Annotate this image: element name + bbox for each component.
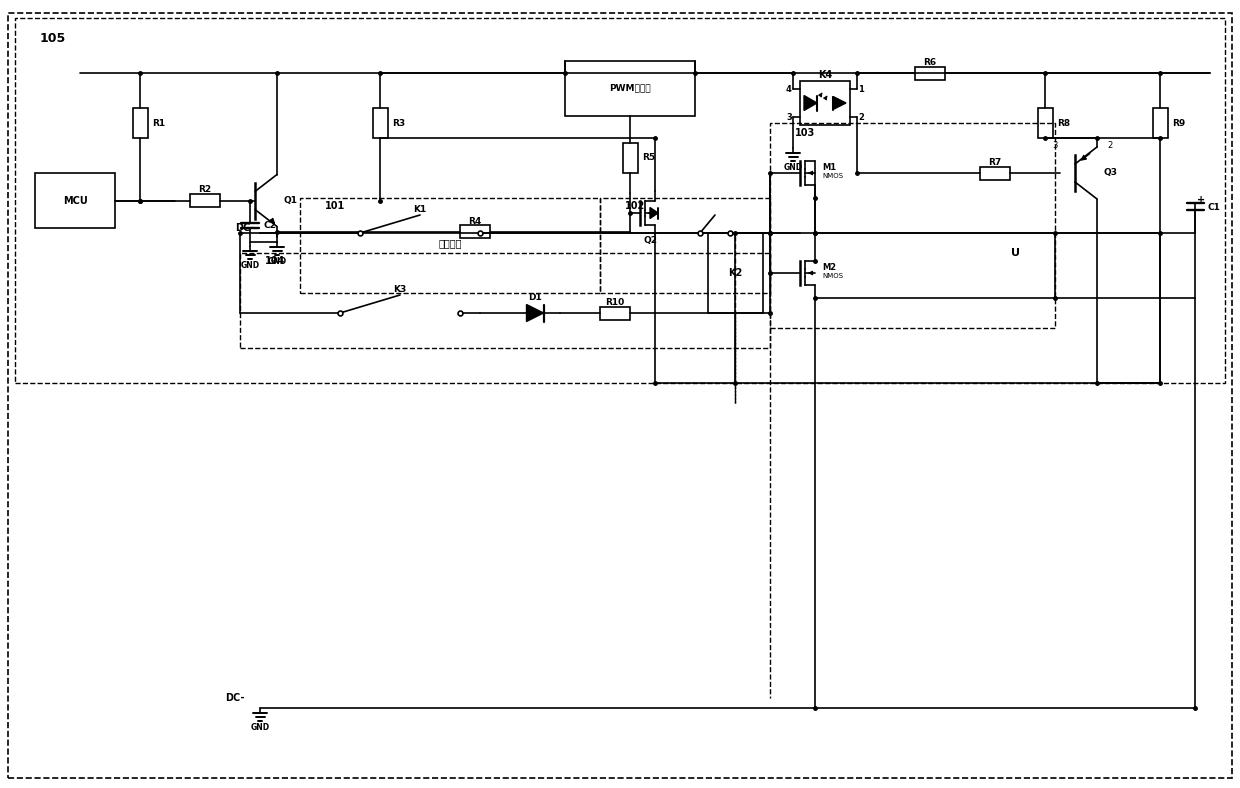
Bar: [622, 143, 637, 173]
Text: C2: C2: [263, 221, 275, 230]
Text: R7: R7: [988, 158, 1002, 167]
Text: GND: GND: [241, 261, 259, 270]
Text: R1: R1: [153, 118, 165, 128]
Text: 2: 2: [858, 113, 864, 121]
Bar: [460, 225, 490, 238]
Text: 105: 105: [40, 32, 66, 44]
Text: 外部开关: 外部开关: [438, 238, 461, 248]
Text: 104: 104: [265, 256, 285, 266]
Bar: [600, 307, 630, 319]
Bar: [1038, 108, 1053, 138]
Bar: [372, 108, 387, 138]
Text: 3: 3: [1053, 140, 1058, 150]
Bar: [708, 233, 763, 313]
Text: NMOS: NMOS: [822, 273, 843, 279]
Text: DC-: DC-: [236, 223, 255, 233]
Text: R8: R8: [1056, 118, 1070, 128]
Bar: [190, 194, 219, 207]
Text: M2: M2: [822, 263, 836, 273]
Text: GND: GND: [250, 723, 269, 733]
Text: R10: R10: [605, 298, 625, 307]
Text: Q3: Q3: [1104, 169, 1117, 177]
Bar: [600, 198, 770, 293]
Bar: [800, 81, 849, 125]
Text: MCU: MCU: [63, 195, 87, 206]
Text: D1: D1: [528, 293, 542, 303]
Text: K4: K4: [818, 70, 832, 80]
Text: K1: K1: [413, 206, 427, 214]
Bar: [565, 61, 694, 116]
Bar: [915, 66, 945, 80]
Text: R4: R4: [469, 217, 481, 225]
Text: 1: 1: [858, 84, 864, 94]
Text: C1: C1: [1208, 203, 1221, 211]
Text: R2: R2: [198, 185, 212, 195]
Text: NMOS: NMOS: [822, 173, 843, 179]
Text: GND: GND: [784, 163, 802, 173]
Text: U: U: [1011, 248, 1019, 258]
Text: Q1: Q1: [283, 196, 298, 205]
Text: 2: 2: [1107, 140, 1112, 150]
Text: 4: 4: [786, 84, 792, 94]
Text: 3: 3: [786, 113, 792, 121]
Text: PWM控制器: PWM控制器: [609, 84, 651, 92]
Bar: [980, 166, 1011, 180]
Bar: [300, 198, 600, 293]
Text: R3: R3: [392, 118, 405, 128]
Text: 101: 101: [325, 201, 345, 211]
Polygon shape: [527, 304, 543, 322]
Polygon shape: [833, 96, 846, 110]
Text: R9: R9: [1172, 118, 1185, 128]
Bar: [133, 108, 148, 138]
Text: K3: K3: [393, 285, 407, 295]
Bar: [770, 123, 1055, 328]
Text: R6: R6: [924, 58, 936, 67]
Text: K2: K2: [728, 268, 742, 278]
Text: Q2: Q2: [644, 236, 657, 246]
Bar: [15, 18, 1225, 383]
Text: 102: 102: [625, 201, 645, 211]
Text: 103: 103: [795, 128, 815, 138]
Text: +: +: [1197, 195, 1205, 205]
Polygon shape: [650, 207, 658, 218]
Bar: [1152, 108, 1168, 138]
Polygon shape: [804, 95, 817, 110]
Text: DC-: DC-: [226, 693, 246, 703]
Bar: [35, 173, 115, 228]
Text: GND: GND: [268, 257, 286, 266]
Text: M1: M1: [822, 163, 836, 173]
Bar: [241, 253, 770, 348]
Text: R5: R5: [642, 154, 655, 162]
